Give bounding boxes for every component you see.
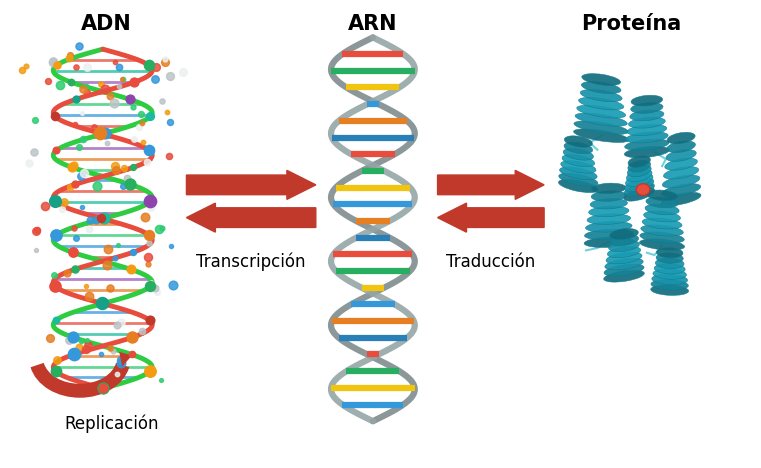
FancyArrow shape (186, 203, 316, 232)
Ellipse shape (610, 228, 638, 240)
Ellipse shape (624, 146, 670, 158)
Ellipse shape (662, 175, 700, 188)
Ellipse shape (629, 117, 665, 128)
Ellipse shape (664, 167, 699, 179)
Ellipse shape (646, 197, 678, 208)
Ellipse shape (645, 204, 679, 215)
Ellipse shape (653, 269, 686, 279)
Ellipse shape (665, 158, 697, 170)
Ellipse shape (646, 190, 678, 201)
Ellipse shape (636, 183, 650, 196)
Ellipse shape (590, 198, 628, 209)
Ellipse shape (657, 248, 683, 258)
Ellipse shape (581, 73, 621, 86)
Ellipse shape (626, 169, 652, 182)
Ellipse shape (603, 270, 645, 282)
Ellipse shape (574, 129, 629, 142)
Ellipse shape (628, 156, 651, 167)
Ellipse shape (604, 264, 644, 276)
Ellipse shape (624, 187, 654, 201)
Ellipse shape (630, 110, 664, 121)
Ellipse shape (625, 139, 669, 150)
Ellipse shape (607, 246, 641, 258)
Ellipse shape (606, 252, 642, 264)
Ellipse shape (625, 178, 654, 191)
Ellipse shape (574, 121, 629, 134)
Ellipse shape (626, 174, 653, 187)
Ellipse shape (587, 214, 631, 224)
Ellipse shape (627, 165, 651, 177)
Ellipse shape (591, 191, 626, 201)
FancyArrow shape (438, 203, 544, 232)
Ellipse shape (584, 229, 633, 240)
FancyArrow shape (186, 170, 316, 199)
Ellipse shape (644, 211, 680, 222)
Ellipse shape (591, 183, 626, 194)
Ellipse shape (559, 180, 598, 192)
Ellipse shape (640, 232, 684, 243)
Ellipse shape (564, 142, 593, 154)
Ellipse shape (575, 113, 627, 126)
Ellipse shape (627, 124, 667, 136)
Text: Transcripción: Transcripción (196, 253, 306, 271)
Ellipse shape (628, 161, 651, 172)
Ellipse shape (654, 263, 685, 274)
Text: Traducción: Traducción (446, 253, 536, 271)
Ellipse shape (642, 218, 682, 229)
Ellipse shape (589, 206, 629, 217)
Ellipse shape (661, 184, 701, 197)
Ellipse shape (609, 241, 639, 252)
Ellipse shape (624, 183, 654, 197)
Text: ARN: ARN (348, 14, 398, 34)
Ellipse shape (631, 95, 663, 106)
Ellipse shape (559, 173, 598, 186)
Ellipse shape (641, 225, 683, 236)
Ellipse shape (626, 132, 668, 143)
Ellipse shape (580, 89, 622, 102)
Ellipse shape (666, 150, 696, 161)
Ellipse shape (563, 148, 594, 160)
Ellipse shape (656, 253, 683, 263)
Ellipse shape (584, 237, 633, 248)
Ellipse shape (631, 102, 663, 113)
Ellipse shape (651, 285, 689, 295)
Ellipse shape (610, 234, 638, 246)
Ellipse shape (578, 97, 624, 110)
Ellipse shape (585, 221, 632, 232)
Ellipse shape (577, 105, 626, 118)
Ellipse shape (651, 274, 688, 285)
Ellipse shape (639, 239, 685, 250)
Ellipse shape (605, 258, 643, 270)
Ellipse shape (661, 192, 701, 205)
FancyArrow shape (438, 170, 544, 199)
Ellipse shape (667, 141, 696, 153)
Text: Replicación: Replicación (65, 414, 159, 433)
Ellipse shape (565, 136, 592, 147)
Ellipse shape (581, 81, 621, 94)
Ellipse shape (561, 161, 596, 173)
Ellipse shape (655, 258, 684, 269)
Ellipse shape (667, 132, 695, 144)
Ellipse shape (562, 154, 594, 167)
Ellipse shape (651, 279, 689, 290)
Ellipse shape (559, 167, 597, 180)
Text: ADN: ADN (81, 14, 132, 34)
Text: Proteína: Proteína (581, 14, 682, 34)
